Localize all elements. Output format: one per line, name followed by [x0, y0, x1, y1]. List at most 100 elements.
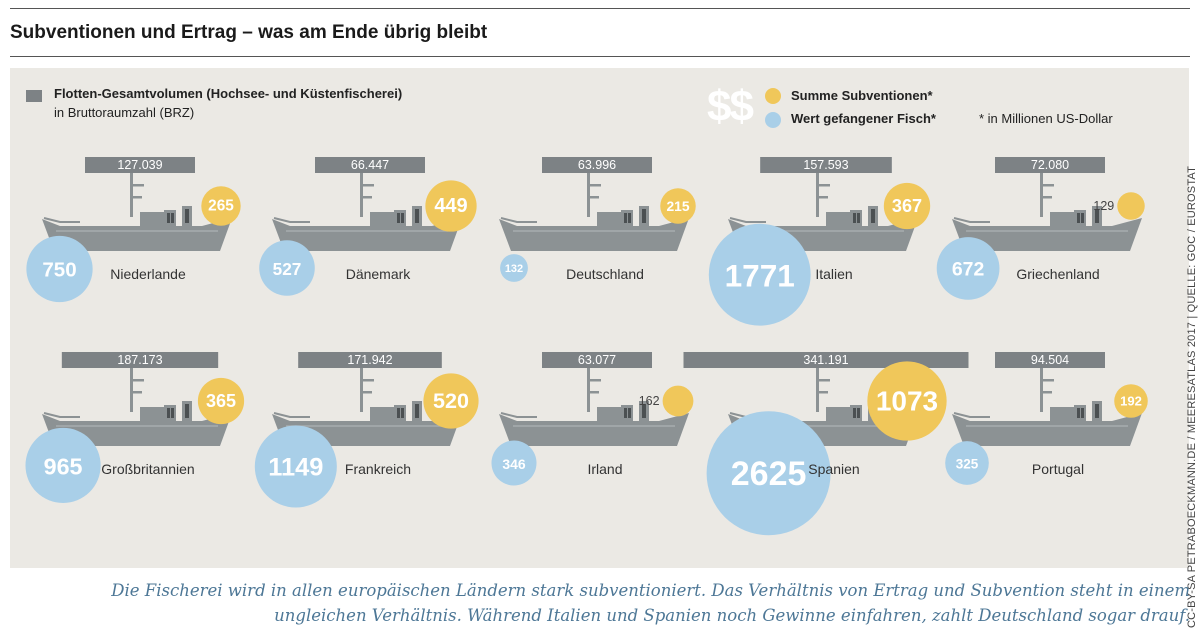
boat-mast-spar [360, 379, 374, 382]
catch-bubble [706, 411, 831, 536]
subsidies-value-label: 449 [434, 195, 467, 217]
caption: Die Fischerei wird in allen europäischen… [111, 581, 1190, 625]
catch-bubble [491, 440, 537, 486]
boat-hull [952, 413, 1142, 446]
boat-funnel-stripe [415, 404, 419, 418]
catch-value-label: 965 [44, 453, 83, 479]
boat-mast [816, 368, 819, 412]
boat-mast-spar [587, 391, 599, 394]
boat-mast [816, 173, 819, 217]
boat-window [171, 408, 174, 418]
boat-icon [952, 173, 1142, 251]
subsidies-value-label: 1073 [876, 386, 938, 417]
country-label: Niederlande [110, 266, 186, 282]
boat-window [1081, 408, 1084, 418]
country-label: Spanien [808, 461, 859, 477]
boat-mast-spar [130, 196, 142, 199]
catch-bubble [254, 425, 337, 508]
country-label: Großbritannien [101, 461, 194, 477]
boat-funnel-stripe [642, 404, 646, 418]
subsidies-value-label: 265 [208, 198, 234, 215]
country-label: Deutschland [566, 266, 644, 282]
country-label: Portugal [1032, 461, 1084, 477]
catch-bubble [25, 427, 101, 504]
chart-panel: Flotten-Gesamtvolumen (Hochsee- und Küst… [10, 68, 1198, 628]
boat-mast-spar [130, 391, 142, 394]
fleet-value-label: 171.942 [347, 353, 392, 367]
boat-icon [499, 173, 689, 251]
boat-window [624, 213, 627, 223]
subsidies-bubble [1117, 192, 1145, 220]
country-label: Dänemark [346, 266, 412, 282]
catch-bubble [500, 254, 528, 282]
catch-value-label: 672 [952, 258, 985, 280]
fleet-bar [995, 157, 1105, 173]
catch-value-label: 2625 [731, 455, 807, 493]
catch-bubble [708, 223, 811, 326]
boat-funnel-stripe [415, 209, 419, 223]
subsidies-value-label: 520 [433, 389, 469, 413]
boat-mast-spar [587, 196, 599, 199]
boat-window [171, 213, 174, 223]
fleet-bar [542, 352, 652, 368]
boat-cabin [370, 212, 396, 226]
subsidies-bubble [662, 385, 694, 417]
fleet-bar [85, 157, 195, 173]
boat-cabin [597, 407, 623, 421]
country-label: Italien [815, 266, 852, 282]
boat-window [857, 213, 860, 223]
fleet-value-label: 187.173 [117, 353, 162, 367]
boat-cabin [370, 407, 396, 421]
boat-rail [953, 217, 990, 223]
boat-mast-spar [1040, 184, 1054, 187]
subsidies-value-label: 129 [1093, 199, 1114, 213]
subsidies-bubble [867, 361, 947, 441]
boat-mast [1040, 368, 1043, 412]
boat-rail [500, 217, 537, 223]
boat-funnel-stripe [185, 404, 189, 418]
country-label: Frankreich [345, 461, 411, 477]
boat-window [397, 408, 400, 418]
catch-legend-label: Wert gefangener Fisch* [791, 111, 936, 126]
subsidies-value-label: 365 [206, 391, 236, 411]
boat-window [167, 408, 170, 418]
top-rule [10, 8, 1190, 9]
subsidies-bubble [197, 377, 245, 425]
boat-cabin [826, 212, 852, 226]
boat-mast-spar [1040, 196, 1052, 199]
boat-cabin [826, 407, 852, 421]
boat-mast-spar [130, 379, 144, 382]
boat-mast [587, 173, 590, 217]
boat-mast-spar [816, 391, 828, 394]
subsidies-legend-dot [765, 88, 781, 104]
fleet-value-label: 341.191 [803, 353, 848, 367]
boat-mast [360, 368, 363, 412]
subsidies-value-label: 192 [1120, 394, 1142, 409]
catch-bubble [26, 235, 93, 303]
subsidies-legend-label: Summe Subventionen* [791, 88, 933, 103]
fleet-value-label: 63.077 [578, 353, 616, 367]
boat-mast [360, 173, 363, 217]
boat-icon [42, 368, 232, 446]
boat-window [853, 408, 856, 418]
boat-mast [587, 368, 590, 412]
boat-cabin [140, 212, 166, 226]
country-label: Griechenland [1016, 266, 1099, 282]
boat-window [397, 213, 400, 223]
boat-funnel-stripe [1095, 209, 1099, 223]
boat-mast-spar [587, 184, 601, 187]
boat-rail [500, 412, 537, 418]
subsidies-bubble [201, 186, 241, 226]
catch-value-label: 325 [956, 457, 979, 472]
boat-window [401, 408, 404, 418]
fleet-bar [760, 157, 892, 173]
fleet-value-label: 63.996 [578, 158, 616, 172]
catch-value-label: 750 [42, 259, 76, 282]
boat-icon [952, 368, 1142, 446]
boat-funnel-stripe [871, 209, 875, 223]
boat-cabin [1050, 407, 1076, 421]
boat-mast-spar [130, 184, 144, 187]
boat-funnel-stripe [1095, 404, 1099, 418]
boat-cabin [140, 407, 166, 421]
boat-rail [729, 217, 766, 223]
